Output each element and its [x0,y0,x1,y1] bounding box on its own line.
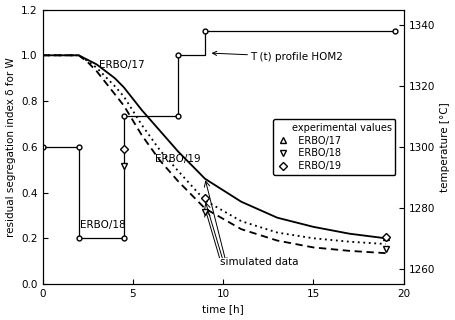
X-axis label: time [h]: time [h] [202,304,243,315]
Y-axis label: temperature [°C]: temperature [°C] [440,102,450,192]
Text: simulated data: simulated data [219,257,298,267]
Text: ERBO/18: ERBO/18 [80,220,125,230]
Text: ERBO/19: ERBO/19 [154,154,200,164]
Text: ERBO/17: ERBO/17 [98,60,144,70]
Text: T (t) profile HOM2: T (t) profile HOM2 [212,51,342,62]
Legend: experimental values,   ERBO/17,   ERBO/18,   ERBO/19: experimental values, ERBO/17, ERBO/18, E… [273,119,394,175]
Y-axis label: residual segregation index δ for W: residual segregation index δ for W [5,57,15,237]
